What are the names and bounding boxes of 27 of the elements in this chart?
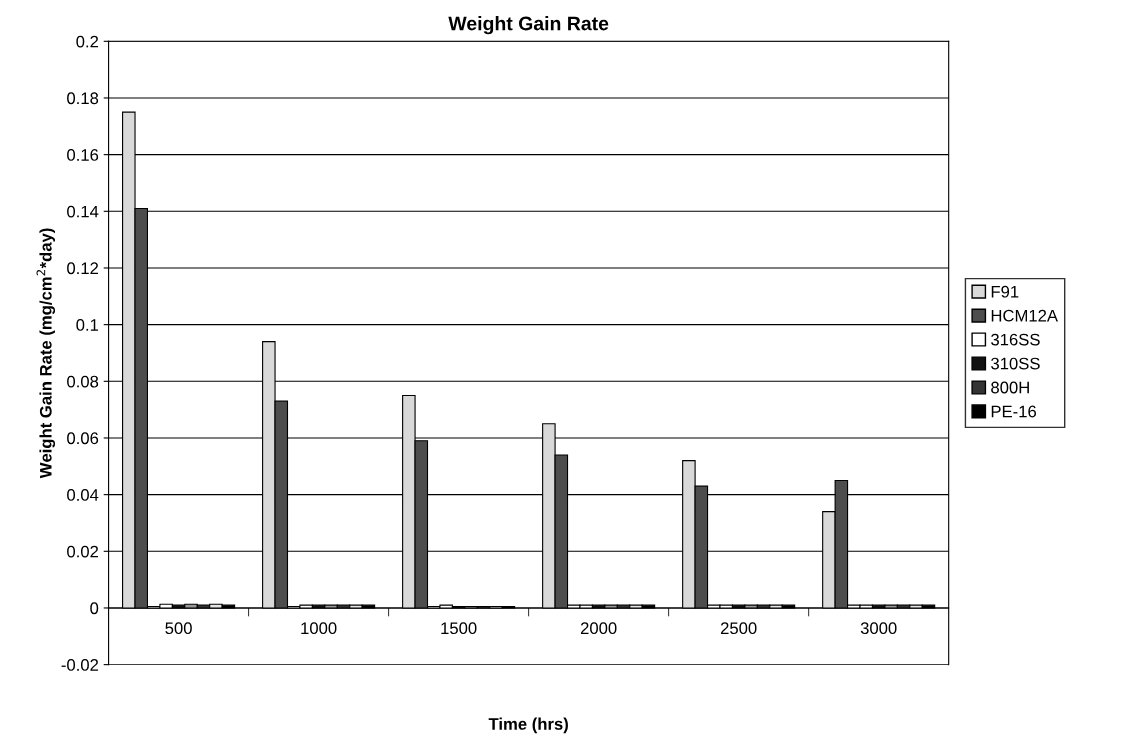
legend-label: 310SS bbox=[991, 357, 1040, 370]
y-tick-label: 0.1 bbox=[76, 319, 99, 331]
y-tick-label: 0.18 bbox=[67, 92, 99, 105]
x-tick-label: 2500 bbox=[720, 622, 757, 635]
y-tick-label: 0.08 bbox=[67, 375, 99, 388]
x-tick-label: 3000 bbox=[860, 622, 897, 635]
y-tick-label: 0.02 bbox=[67, 545, 99, 558]
y-tick-label: 0 bbox=[90, 602, 99, 615]
x-tick-label: 2000 bbox=[580, 622, 617, 635]
x-tick-label: 500 bbox=[165, 622, 192, 635]
y-tick-label: 0.14 bbox=[67, 205, 99, 218]
legend-label: 800H bbox=[991, 381, 1029, 394]
y-tick-label: 0.06 bbox=[67, 432, 99, 445]
y-axis-title: Weight Gain Rate (mg/cm$^{2}$*day) bbox=[36, 228, 56, 479]
x-axis-title: Time (hrs) bbox=[488, 717, 568, 734]
y-tick-label: 0.2 bbox=[76, 35, 99, 48]
legend-label: F91 bbox=[991, 285, 1019, 298]
chart-title: Weight Gain Rate bbox=[448, 16, 609, 35]
y-tick-label: 0.16 bbox=[67, 149, 99, 161]
y-tick-label: 0.12 bbox=[67, 262, 99, 275]
y-tick-label: 0.04 bbox=[67, 489, 99, 501]
legend-label: 316SS bbox=[991, 333, 1040, 346]
x-tick-label: 1500 bbox=[441, 622, 477, 635]
legend-label: PE-16 bbox=[991, 405, 1037, 418]
x-tick-label: 1000 bbox=[301, 622, 337, 635]
y-tick-label: -0.02 bbox=[61, 659, 99, 671]
legend-label: HCM12A bbox=[991, 309, 1058, 322]
